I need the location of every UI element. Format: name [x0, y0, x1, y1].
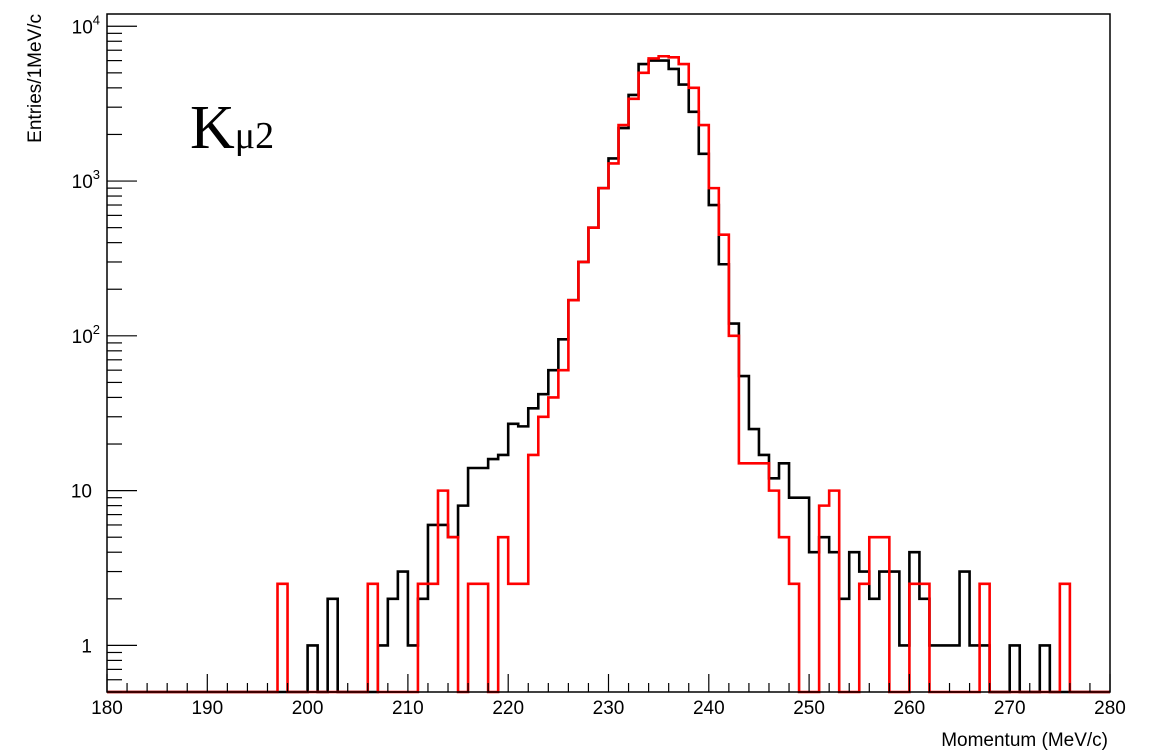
- y-tick-label: 1: [81, 636, 92, 657]
- x-tick-label: 190: [191, 698, 223, 719]
- y-tick-label: 104: [72, 12, 100, 38]
- y-tick-label: 10: [71, 482, 92, 503]
- label-layer: 180 190 200 210 220 230 240 250 260 270 280 104 103 1…: [71, 12, 1126, 719]
- x-tick-label: 240: [693, 698, 725, 719]
- x-tick-label: 250: [793, 698, 825, 719]
- axis-layer: [106, 25, 1111, 693]
- x-tick-label: 210: [392, 698, 424, 719]
- y-tick-label: 102: [72, 322, 100, 348]
- x-tick-label: 180: [91, 698, 123, 719]
- x-axis-title: Momentum (MeV/c): [941, 730, 1108, 751]
- x-tick-label: 260: [894, 698, 926, 719]
- x-tick-label: 280: [1094, 698, 1126, 719]
- annotation-main: K: [190, 94, 235, 162]
- x-tick-label: 270: [994, 698, 1026, 719]
- x-tick-label: 230: [593, 698, 625, 719]
- annotation-subscript: μ2: [235, 115, 274, 157]
- decay-mode-annotation: Kμ2: [190, 94, 274, 162]
- y-tick-label: 103: [72, 167, 100, 193]
- x-tick-label: 220: [492, 698, 524, 719]
- x-tick-label: 200: [292, 698, 324, 719]
- y-axis-title: Entries/1MeV/c: [25, 14, 46, 143]
